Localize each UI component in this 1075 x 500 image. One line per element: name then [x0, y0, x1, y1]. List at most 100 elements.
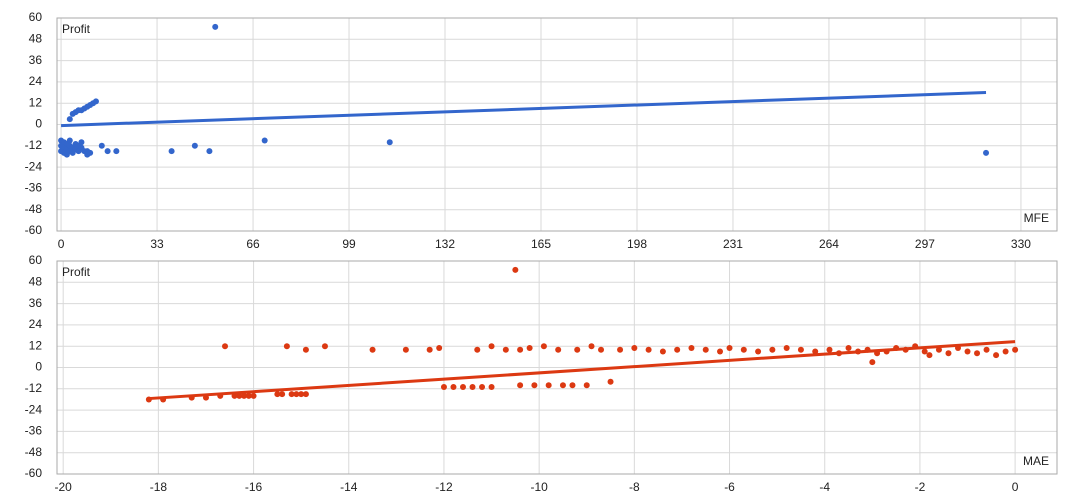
y-tick-label: -60	[25, 223, 43, 237]
point	[440, 384, 447, 391]
x-tick-label: -10	[530, 480, 548, 494]
point	[617, 346, 624, 353]
x-tick-label: -4	[819, 480, 830, 494]
point	[631, 344, 638, 351]
plot-frame	[56, 260, 1058, 475]
x-tick-label: 297	[915, 237, 935, 251]
point	[469, 384, 476, 391]
point	[964, 348, 971, 355]
point	[812, 348, 819, 355]
point	[555, 346, 562, 353]
point	[488, 343, 495, 350]
point	[1012, 346, 1019, 353]
point	[926, 352, 933, 359]
point	[517, 346, 524, 353]
x-tick-label: 99	[342, 237, 356, 251]
point	[191, 142, 198, 149]
point	[302, 346, 309, 353]
y-tick-label: -12	[25, 138, 43, 152]
y-tick-label: 36	[29, 296, 43, 310]
point	[740, 346, 747, 353]
point	[87, 149, 94, 156]
y-tick-label: 12	[29, 338, 43, 352]
point	[245, 392, 252, 399]
point	[974, 350, 981, 357]
point	[236, 392, 243, 399]
point	[588, 343, 595, 350]
y-tick-label: 60	[29, 10, 43, 24]
point	[261, 137, 268, 144]
y-tick-label: -48	[25, 445, 43, 459]
y-tick-label: -12	[25, 381, 43, 395]
point	[66, 137, 73, 144]
point	[983, 346, 990, 353]
point	[450, 384, 457, 391]
point	[1002, 348, 1009, 355]
point	[426, 346, 433, 353]
point	[526, 344, 533, 351]
x-tick-label: -6	[724, 480, 735, 494]
point	[783, 344, 790, 351]
x-tick-label: -14	[340, 480, 358, 494]
point	[659, 348, 666, 355]
point	[459, 384, 466, 391]
point	[531, 382, 538, 389]
point	[688, 344, 695, 351]
x-tick-label: 198	[627, 237, 647, 251]
point	[222, 343, 229, 350]
x-tick-label: -18	[150, 480, 168, 494]
point	[279, 391, 286, 398]
point	[206, 148, 213, 155]
point	[402, 346, 409, 353]
point	[479, 384, 486, 391]
point	[98, 142, 105, 149]
x-tick-label: 33	[150, 237, 164, 251]
y-tick-label: -60	[25, 466, 43, 480]
x-tick-label: 132	[435, 237, 455, 251]
x-tick-label: -8	[629, 480, 640, 494]
point	[250, 392, 257, 399]
x-tick-label: 0	[58, 237, 65, 251]
point	[298, 391, 305, 398]
point	[845, 344, 852, 351]
point	[512, 266, 519, 273]
plot-frame	[56, 17, 1058, 232]
point	[717, 348, 724, 355]
point	[945, 350, 952, 357]
point	[797, 346, 804, 353]
point	[755, 348, 762, 355]
point	[559, 382, 566, 389]
y-tick-label: 60	[29, 253, 43, 267]
x-tick-label: 330	[1011, 237, 1031, 251]
y-tick-label: 24	[29, 74, 43, 88]
y-tick-label: 0	[35, 360, 42, 374]
point	[674, 346, 681, 353]
point	[517, 382, 524, 389]
x-tick-label: 66	[246, 237, 260, 251]
point	[502, 346, 509, 353]
x-tick-label: 0	[1012, 480, 1019, 494]
x-axis-label: MFE	[1024, 211, 1049, 225]
point	[78, 139, 85, 146]
point	[645, 346, 652, 353]
y-tick-label: -24	[25, 159, 43, 173]
x-tick-label: -12	[435, 480, 453, 494]
x-tick-label: -2	[915, 480, 926, 494]
y-tick-label: 36	[29, 53, 43, 67]
point	[302, 391, 309, 398]
point	[488, 384, 495, 391]
point	[545, 382, 552, 389]
y-tick-label: 48	[29, 31, 43, 45]
point	[540, 343, 547, 350]
point	[92, 98, 99, 105]
point	[104, 148, 111, 155]
point	[583, 382, 590, 389]
y-tick-label: -24	[25, 402, 43, 416]
y-tick-label: -36	[25, 424, 43, 438]
point	[113, 148, 120, 155]
point	[293, 391, 300, 398]
x-tick-label: 264	[819, 237, 839, 251]
point	[474, 346, 481, 353]
x-tick-label: 165	[531, 237, 551, 251]
